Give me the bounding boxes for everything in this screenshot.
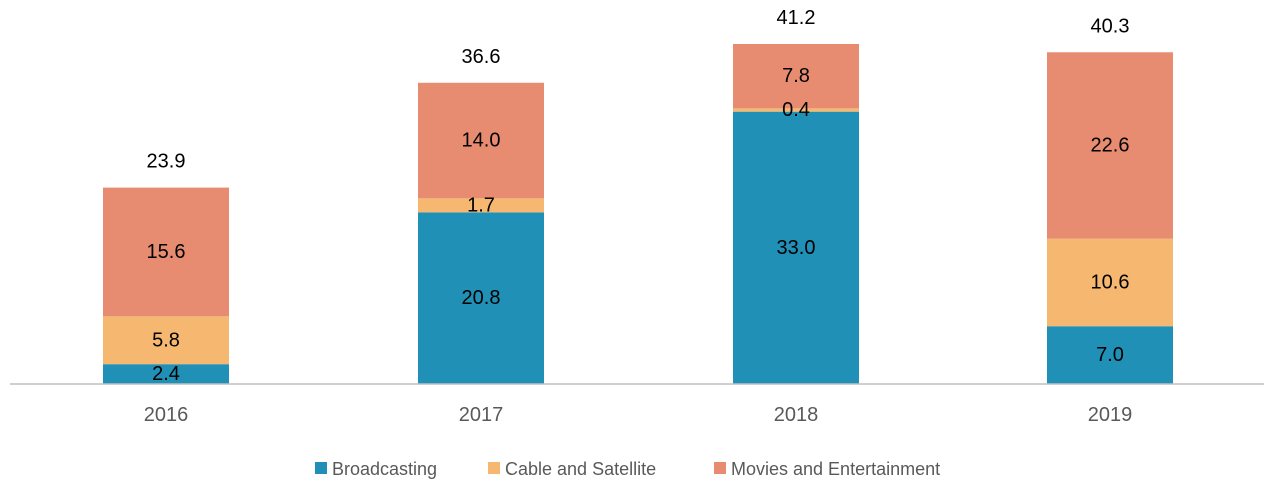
bar-segment-cable-and-satellite-2018 bbox=[733, 108, 859, 112]
legend: Broadcasting Cable and Satellite Movies an… bbox=[315, 459, 940, 479]
data-label-cable-and-satellite-2016: 5.8 bbox=[152, 329, 180, 351]
bar-segment-broadcasting-2016 bbox=[103, 364, 229, 384]
legend-swatch-cable-and-satellite bbox=[488, 462, 500, 474]
x-tick-label-2018: 2018 bbox=[774, 404, 819, 426]
x-tick-labels-layer: 2016 2017 2018 2019 bbox=[144, 404, 1133, 426]
legend-item-broadcasting: Broadcasting bbox=[315, 459, 437, 479]
data-label-broadcasting-2017: 20.8 bbox=[462, 287, 501, 309]
legend-label-movies-and-entertainment: Movies and Entertainment bbox=[731, 459, 940, 479]
bar-segment-movies-and-entertainment-2019 bbox=[1047, 52, 1173, 239]
bar-segment-broadcasting-2019 bbox=[1047, 326, 1173, 384]
data-label-broadcasting-2019: 7.0 bbox=[1096, 344, 1124, 366]
x-tick-label-2019: 2019 bbox=[1088, 404, 1133, 426]
data-label-movies-and-entertainment-2019: 22.6 bbox=[1091, 135, 1130, 157]
x-tick-label-2016: 2016 bbox=[144, 404, 189, 426]
data-label-cable-and-satellite-2017: 1.7 bbox=[467, 194, 495, 216]
data-label-movies-and-entertainment-2016: 15.6 bbox=[147, 241, 186, 263]
data-label-broadcasting-2016: 2.4 bbox=[152, 363, 180, 385]
data-label-cable-and-satellite-2019: 10.6 bbox=[1091, 271, 1130, 293]
legend-label-broadcasting: Broadcasting bbox=[332, 459, 437, 479]
bar-segment-movies-and-entertainment-2016 bbox=[103, 187, 229, 317]
legend-item-movies-and-entertainment: Movies and Entertainment bbox=[714, 459, 940, 479]
total-label-2018: 41.2 bbox=[777, 7, 816, 29]
bars-layer bbox=[103, 44, 1173, 384]
bar-segment-broadcasting-2018 bbox=[733, 111, 859, 384]
bar-segment-movies-and-entertainment-2018 bbox=[733, 44, 859, 109]
data-label-movies-and-entertainment-2017: 14.0 bbox=[462, 130, 501, 152]
total-label-2019: 40.3 bbox=[1091, 15, 1130, 37]
x-tick-label-2017: 2017 bbox=[459, 404, 504, 426]
bar-segment-movies-and-entertainment-2017 bbox=[418, 82, 544, 199]
bar-segment-cable-and-satellite-2017 bbox=[418, 198, 544, 213]
data-label-cable-and-satellite-2018: 0.4 bbox=[782, 99, 810, 121]
total-label-2016: 23.9 bbox=[147, 151, 186, 173]
bar-segment-cable-and-satellite-2019 bbox=[1047, 238, 1173, 327]
bar-segment-cable-and-satellite-2016 bbox=[103, 316, 229, 365]
legend-item-cable-and-satellite: Cable and Satellite bbox=[488, 459, 656, 479]
legend-swatch-movies-and-entertainment bbox=[714, 462, 726, 474]
total-label-2017: 36.6 bbox=[462, 46, 501, 68]
legend-swatch-broadcasting bbox=[315, 462, 327, 474]
legend-label-cable-and-satellite: Cable and Satellite bbox=[505, 459, 656, 479]
segment-labels-layer: 2.4 5.8 15.6 20.8 1.7 14.0 33.0 0.4 7.8 7.0 10.6 22… bbox=[147, 65, 1130, 385]
data-label-movies-and-entertainment-2018: 7.8 bbox=[782, 65, 810, 87]
data-label-broadcasting-2018: 33.0 bbox=[777, 237, 816, 259]
bar-segment-broadcasting-2017 bbox=[418, 212, 544, 384]
total-labels-layer: 23.9 36.6 41.2 40.3 bbox=[147, 7, 1130, 173]
